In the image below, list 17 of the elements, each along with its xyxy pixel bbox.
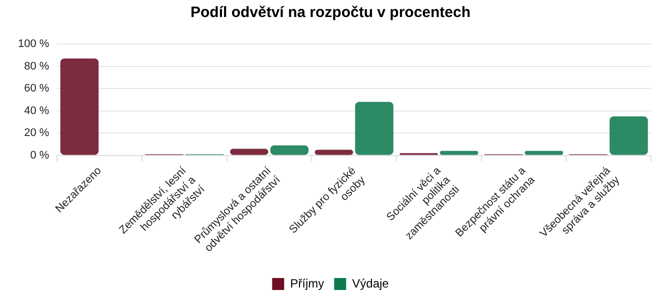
chart-title: Podíl odvětví na rozpočtu v procentech — [190, 4, 471, 22]
y-tick-label: 100 % — [18, 38, 50, 50]
bar — [355, 102, 394, 155]
legend-label: Výdaje — [352, 276, 390, 290]
y-tick-label: 0 % — [30, 149, 50, 162]
y-tick-label: 40 % — [24, 104, 50, 117]
y-tick-label: 80 % — [24, 60, 50, 72]
bar — [440, 150, 478, 155]
legend-label: Příjmy — [290, 276, 324, 290]
bar — [524, 150, 564, 155]
bar — [230, 148, 268, 155]
y-tick-label: 20 % — [24, 127, 50, 140]
bar — [270, 145, 309, 155]
bar — [610, 116, 648, 155]
y-tick-label: 60 % — [24, 82, 50, 95]
bar — [314, 150, 354, 155]
bar — [60, 58, 99, 155]
